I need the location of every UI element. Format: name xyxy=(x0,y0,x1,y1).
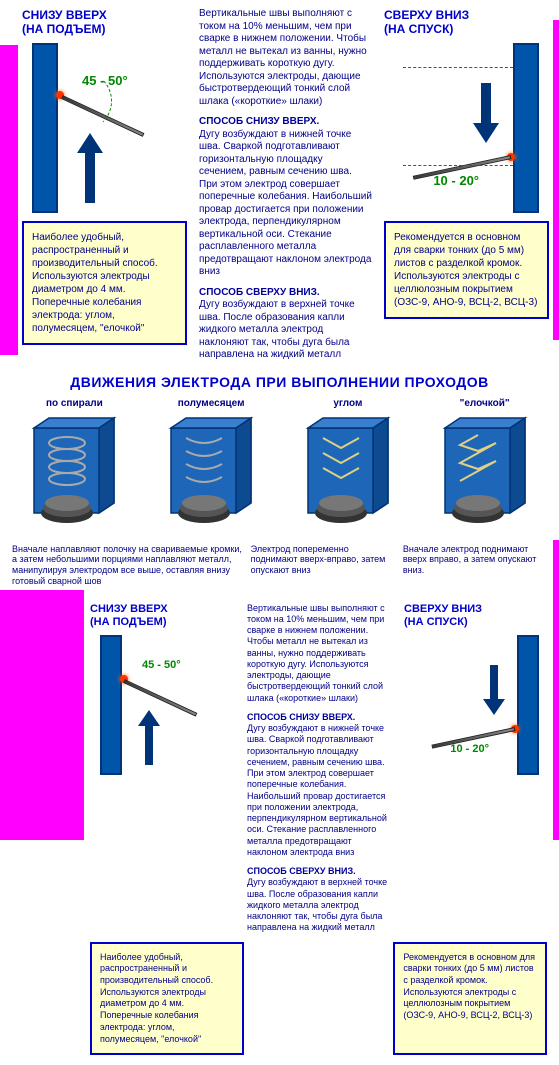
bottom-up-note: Наиболее удобный, распространенный и про… xyxy=(90,942,244,1056)
movement-angle: углом xyxy=(282,398,415,536)
dashed-guide xyxy=(403,165,513,166)
bottom-up-diagram: 45 - 50° xyxy=(22,43,187,213)
top-down-col: СВЕРХУ ВНИЗ (НА СПУСК) 10 - 20° Рекоменд… xyxy=(384,8,549,362)
vertical-plate xyxy=(517,635,539,775)
movement-herringbone: "елочкой" xyxy=(418,398,551,536)
arrow-up-icon xyxy=(77,133,103,203)
bottom-up-col: СНИЗУ ВВЕРХ (НА ПОДЪЕМ) 45 - 50° Наиболе… xyxy=(22,8,187,362)
center-intro: Вертикальные швы выполняют с током на 10… xyxy=(199,8,372,108)
method2-text: Дугу возбуждают в верхней точке шва. Пос… xyxy=(247,877,392,933)
angle-label: 10 - 20° xyxy=(450,743,489,755)
angle-label: 45 - 50° xyxy=(82,73,128,88)
cube-diagram-icon xyxy=(430,413,540,533)
center-intro: Вертикальные швы выполняют с током на 10… xyxy=(247,603,392,704)
bottom-up-col-2: СНИЗУ ВВЕРХ (НА ПОДЪЕМ) 45 - 50° xyxy=(90,603,235,934)
bottom-up-note: Наиболее удобный, распространенный и про… xyxy=(22,221,187,345)
angle-label: 45 - 50° xyxy=(142,659,181,671)
method1-text: Дугу возбуждают в нижней точке шва. Свар… xyxy=(247,723,392,858)
method2-title: СПОСОБ СВЕРХУ ВНИЗ. xyxy=(247,866,392,877)
arrow-down-icon xyxy=(473,83,499,143)
method1-text: Дугу возбуждают в нижней точке шва. Свар… xyxy=(199,129,372,279)
cube-diagram-icon xyxy=(293,413,403,533)
top-down-diagram: 10 - 20° xyxy=(384,43,549,213)
method1-title: СПОСОБ СНИЗУ ВВЕРХ. xyxy=(247,712,392,723)
electrode xyxy=(123,679,197,716)
bottom-up-title: СНИЗУ ВВЕРХ (НА ПОДЪЕМ) xyxy=(90,603,235,629)
mov-label: полумесяцем xyxy=(145,398,278,409)
caption-left: Вначале наплавляют полочку на свариваемы… xyxy=(12,544,243,587)
arrow-up-icon xyxy=(138,710,160,765)
top-section: СНИЗУ ВВЕРХ (НА ПОДЪЕМ) 45 - 50° Наиболе… xyxy=(0,0,559,370)
top-down-title: СВЕРХУ ВНИЗ (НА СПУСК) xyxy=(404,603,549,629)
bottom-up-diagram: 45 - 50° xyxy=(90,635,235,775)
vertical-plate xyxy=(513,43,539,213)
cube-diagram-icon xyxy=(19,413,129,533)
movement-crescent: полумесяцем xyxy=(145,398,278,536)
top-down-col-2: СВЕРХУ ВНИЗ (НА СПУСК) 10 - 20° xyxy=(404,603,549,934)
mov-label: "елочкой" xyxy=(418,398,551,409)
movement-row: по спирали полумесяцем углом xyxy=(0,394,559,540)
top-down-note: Рекомендуется в основном для сварки тонк… xyxy=(393,942,547,1056)
cube-diagram-icon xyxy=(156,413,266,533)
arrow-down-icon xyxy=(483,665,505,715)
method2-text: Дугу возбуждают в верхней точке шва. Пос… xyxy=(199,299,372,362)
top-down-diagram: 10 - 20° xyxy=(404,635,549,775)
center-text-col-2: Вертикальные швы выполняют с током на 10… xyxy=(243,603,396,934)
caption-mid: Электрод попеременно поднимают вверх-впр… xyxy=(251,544,395,587)
mov-label: углом xyxy=(282,398,415,409)
movement-captions: Вначале наплавляют полочку на свариваемы… xyxy=(0,540,559,595)
caption-right: Вначале электрод поднимают вверх вправо,… xyxy=(403,544,547,587)
method2-title: СПОСОБ СВЕРХУ ВНИЗ. xyxy=(199,287,372,300)
center-text-col: Вертикальные швы выполняют с током на 10… xyxy=(195,8,376,362)
vertical-plate xyxy=(100,635,122,775)
bottom-notes-row: Наиболее удобный, распространенный и про… xyxy=(0,942,559,1065)
top-down-title: СВЕРХУ ВНИЗ (НА СПУСК) xyxy=(384,8,549,37)
movement-title: ДВИЖЕНИЯ ЭЛЕКТРОДА ПРИ ВЫПОЛНЕНИИ ПРОХОД… xyxy=(0,370,559,394)
bottom-up-title: СНИЗУ ВВЕРХ (НА ПОДЪЕМ) xyxy=(22,8,187,37)
mov-label: по спирали xyxy=(8,398,141,409)
vertical-plate xyxy=(32,43,58,213)
dashed-guide xyxy=(403,67,513,68)
bottom-section: СНИЗУ ВВЕРХ (НА ПОДЪЕМ) 45 - 50° Вертика… xyxy=(0,595,559,942)
method1-title: СПОСОБ СНИЗУ ВВЕРХ. xyxy=(199,116,372,129)
top-down-note: Рекомендуется в основном для сварки тонк… xyxy=(384,221,549,319)
movement-spiral: по спирали xyxy=(8,398,141,536)
angle-label: 10 - 20° xyxy=(433,173,479,188)
